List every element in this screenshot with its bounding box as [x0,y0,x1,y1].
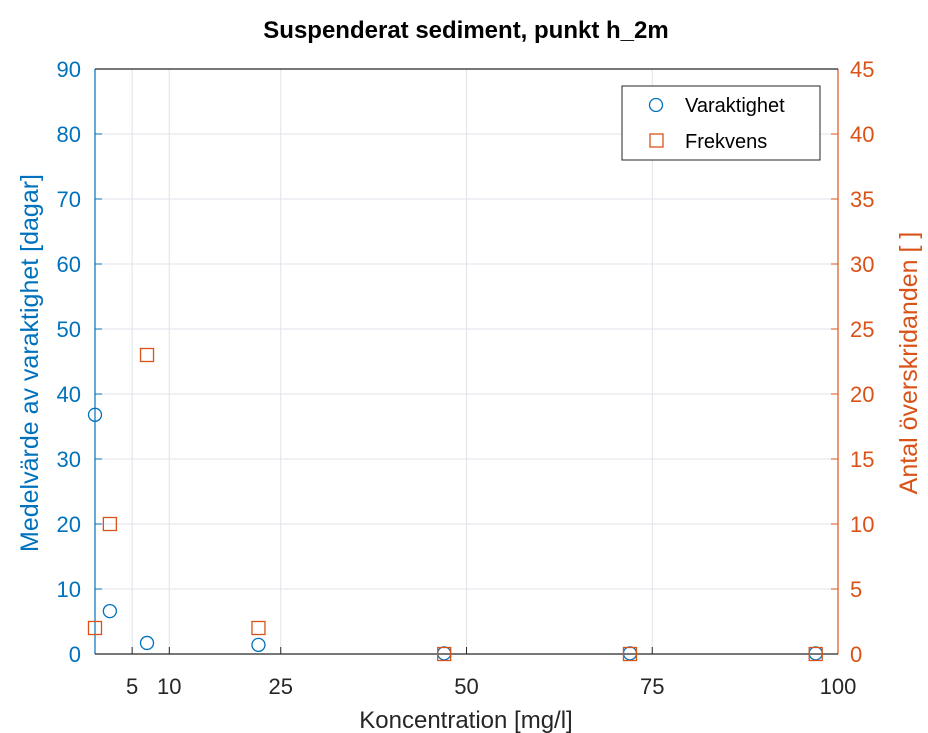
y-axis-label-right: Antal överskridanden [ ] [895,232,923,495]
y-left-tick-label: 60 [57,252,81,277]
axes [94,68,839,655]
legend-label-varaktighet: Varaktighet [685,95,785,117]
y-left-tick-label: 70 [57,187,81,212]
data-point-frekvens [808,646,823,662]
data-point-frekvens [622,646,638,662]
y-right-tick-label: 30 [850,252,874,277]
y-left-tick-label: 10 [57,577,81,602]
data-point-varaktighet [87,407,103,422]
y-right-tick-label: 0 [850,642,862,667]
data-marks [87,347,823,662]
y-axis-label-left: Medelvärde av varaktighet [dagar] [16,174,44,552]
legend-marker-varaktighet [648,97,664,113]
y-right-tick-label: 10 [850,512,874,537]
y-right-tick-label: 15 [850,447,874,472]
x-tick-label: 75 [640,674,664,699]
grid [95,68,839,655]
y-left-tick-label: 30 [57,447,81,472]
y-right-tick-label: 45 [850,57,874,82]
tick-labels: 5 10 25 50 75 100 0 10 20 30 40 50 60 70 80 90 0 5 10 15 20 2… [57,57,875,699]
legend-marker-frekvens [649,133,664,148]
x-tick-label: 25 [269,674,293,699]
y-right-tick-label: 5 [850,577,862,602]
data-point-varaktighet [251,637,266,653]
data-point-frekvens [102,516,118,532]
y-right-tick-label: 20 [850,382,874,407]
data-point-frekvens [87,620,103,636]
x-tick-label: 100 [820,674,857,699]
data-point-frekvens [251,620,266,636]
y-left-tick-label: 20 [57,512,81,537]
data-point-frekvens [139,347,155,363]
x-axis-label: Koncentration [mg/l] [359,707,572,733]
x-tick-label: 50 [454,674,478,699]
y-left-tick-label: 90 [57,57,81,82]
y-left-tick-label: 0 [69,642,81,667]
data-point-varaktighet [102,603,118,619]
data-point-frekvens [437,646,452,662]
legend: Varaktighet Frekvens [621,85,821,161]
x-tick-label: 5 [126,674,138,699]
y-right-tick-label: 25 [850,317,874,342]
legend-label-frekvens: Frekvens [685,131,767,153]
chart-title: Suspenderat sediment, punkt h_2m [263,17,668,44]
y-left-tick-label: 50 [57,317,81,342]
y-left-tick-label: 40 [57,382,81,407]
y-left-tick-label: 80 [57,122,81,147]
y-right-tick-label: 40 [850,122,874,147]
x-tick-label: 10 [157,674,181,699]
data-point-varaktighet [139,635,155,651]
y-right-tick-label: 35 [850,187,874,212]
